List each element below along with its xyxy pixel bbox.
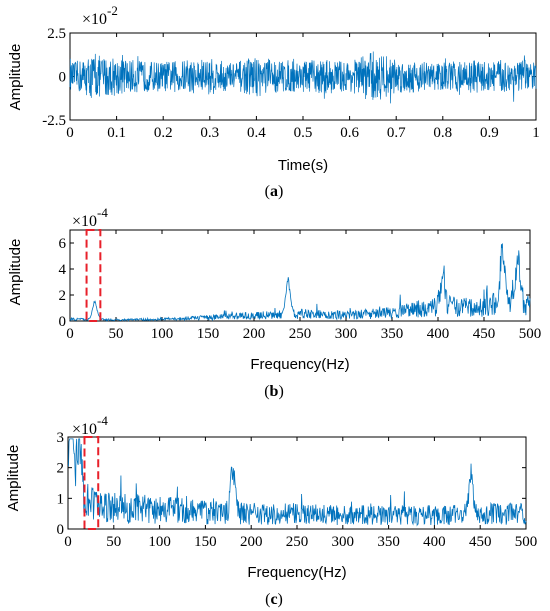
x-tick-label: 500	[519, 326, 542, 342]
panel-b: 0 50 100 150 200 250 300 350 400 450 500 6 4 2 0 ×10-4…	[7, 205, 541, 400]
x-tick-label: 150	[197, 326, 220, 342]
ticks-a: 0 0.1 0.2 0.3 0.4 0.5 0.6 0.7 0.8 0.9 12.50-2.5	[42, 26, 540, 141]
x-tick-label: 150	[194, 534, 217, 550]
x-tick-label: 0	[66, 326, 74, 342]
ylabel-c: Amplitude	[5, 445, 22, 512]
x-tick-label: 200	[240, 534, 263, 550]
y-tick-label: 3	[57, 430, 65, 446]
panel-a: 0 0.1 0.2 0.3 0.4 0.5 0.6 0.7 0.8 0.9 12.50-2.5 ×1…	[7, 3, 540, 200]
panel-label-a: (a)	[265, 183, 284, 200]
x-tick-label: 250	[286, 534, 309, 550]
y-tick-label: 6	[59, 236, 67, 252]
ticks-c: 0 50 100 150 200 250 300 350 400 450 500 3 2 1 0	[57, 430, 538, 550]
ylabel-b: Amplitude	[7, 239, 24, 306]
x-tick-label: 50	[109, 326, 124, 342]
x-tick-label: 400	[423, 534, 446, 550]
panel-label-c: (c)	[265, 591, 283, 608]
panel-c: 0 50 100 150 200 250 300 350 400 450 500 3 2 1 0 ×10-4…	[5, 413, 537, 608]
x-tick-label: 0.9	[480, 125, 499, 141]
x-tick-label: 0.8	[433, 125, 452, 141]
y-tick-label: 0	[59, 70, 67, 86]
x-tick-label: 100	[151, 326, 174, 342]
x-tick-label: 0.6	[340, 125, 359, 141]
x-tick-label: 200	[243, 326, 266, 342]
xlabel-a: Time(s)	[278, 157, 328, 174]
x-tick-label: 400	[427, 326, 450, 342]
x-tick-label: 0	[64, 534, 72, 550]
xlabel-c: Frequency(Hz)	[247, 564, 346, 581]
x-tick-label: 350	[381, 326, 404, 342]
xlabel-b: Frequency(Hz)	[250, 356, 349, 373]
x-tick-label: 1	[532, 125, 540, 141]
highlight-box-b	[85, 229, 102, 322]
x-tick-label: 350	[377, 534, 400, 550]
x-tick-label: 0.3	[200, 125, 219, 141]
y-tick-label: 1	[57, 491, 65, 507]
exponent-c: ×10-4	[72, 413, 108, 438]
x-tick-label: 100	[148, 534, 171, 550]
ticks-b: 0 50 100 150 200 250 300 350 400 450 500 6 4 2 0	[59, 230, 542, 342]
x-tick-label: 0.4	[247, 125, 266, 141]
ylabel-a: Amplitude	[7, 44, 24, 111]
spectrum-line-c	[67, 438, 527, 527]
y-tick-label: -2.5	[42, 113, 66, 129]
x-tick-label: 0	[66, 125, 74, 141]
x-tick-label: 0.2	[154, 125, 173, 141]
exponent-a: ×10-2	[82, 3, 118, 28]
x-tick-label: 0.5	[294, 125, 313, 141]
x-tick-label: 300	[335, 326, 358, 342]
x-tick-label: 250	[289, 326, 312, 342]
highlight-box-c	[83, 436, 100, 530]
x-tick-label: 450	[469, 534, 492, 550]
y-tick-label: 0	[57, 522, 65, 538]
y-tick-label: 4	[59, 262, 67, 278]
exponent-b: ×10-4	[72, 205, 108, 230]
y-tick-label: 2	[59, 288, 67, 304]
y-tick-label: 2	[57, 461, 65, 477]
x-tick-label: 450	[473, 326, 496, 342]
x-tick-label: 50	[106, 534, 121, 550]
spectrum-line-b	[69, 243, 531, 322]
x-tick-label: 0.1	[107, 125, 126, 141]
signal-line-a	[69, 51, 537, 104]
x-tick-label: 0.7	[387, 125, 406, 141]
x-tick-label: 500	[515, 534, 538, 550]
y-tick-label: 0	[59, 314, 67, 330]
y-tick-label: 2.5	[47, 26, 66, 42]
panel-label-b: (b)	[264, 383, 284, 400]
x-tick-label: 300	[332, 534, 355, 550]
